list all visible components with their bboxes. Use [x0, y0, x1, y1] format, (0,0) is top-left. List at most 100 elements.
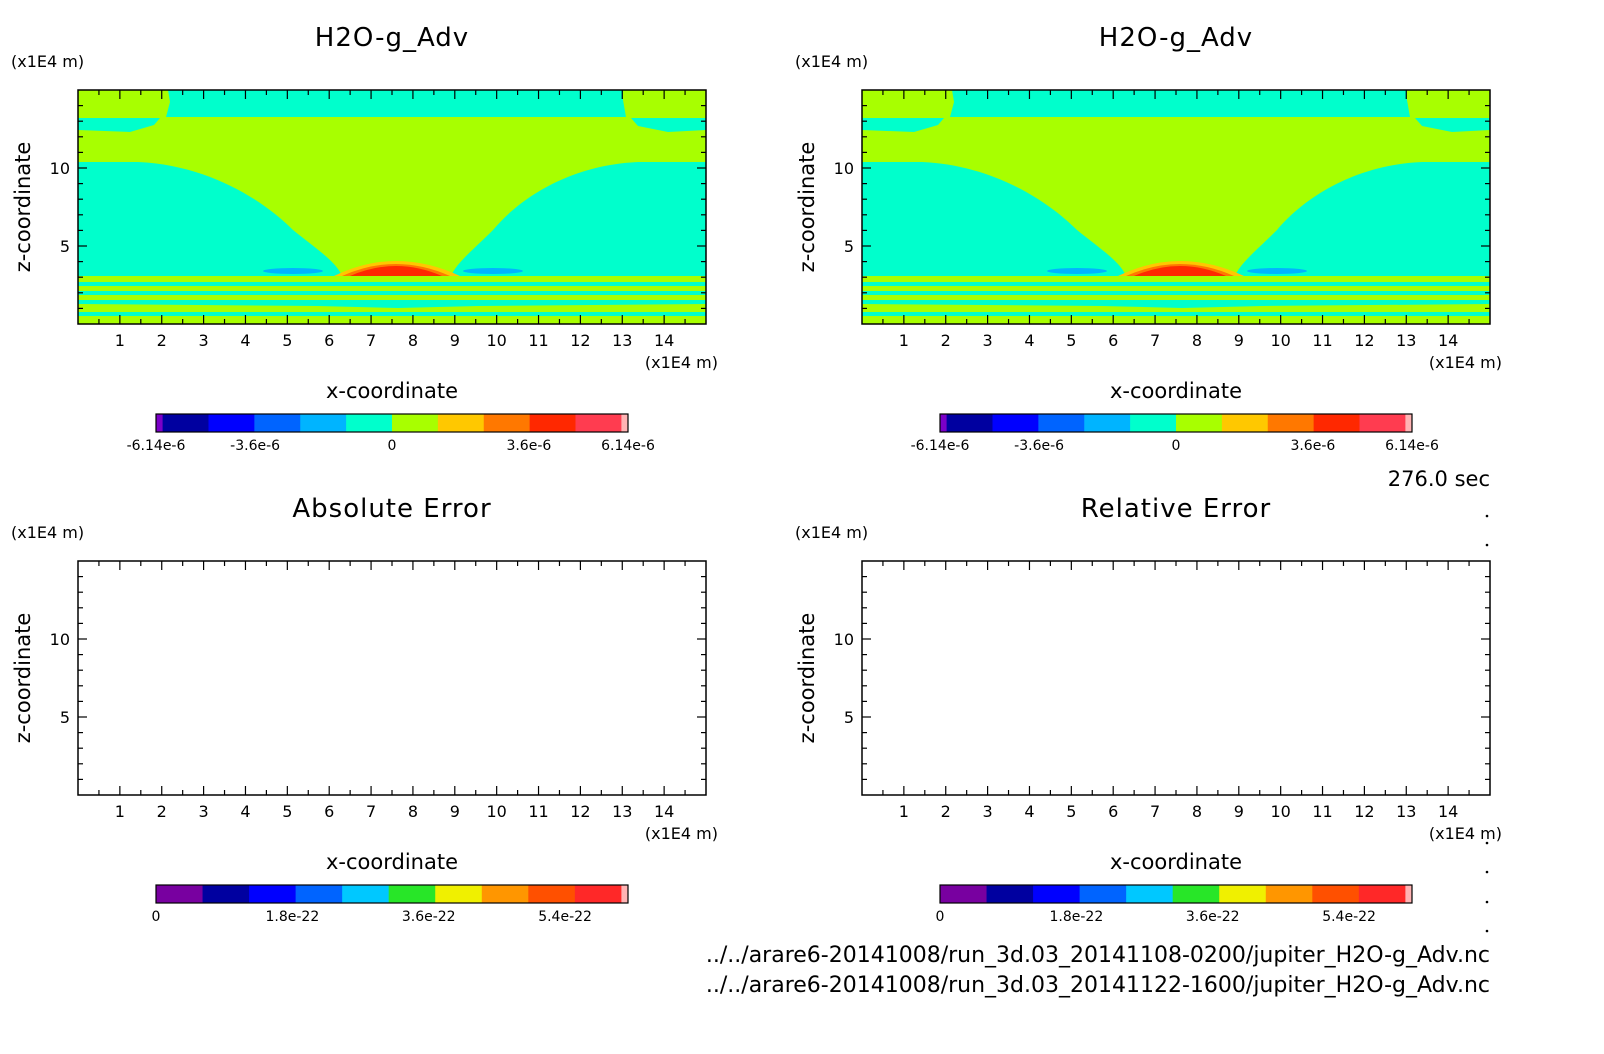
colorbar-swatch [208, 414, 255, 432]
x-tick-label: 9 [1234, 331, 1244, 350]
x-tick-label: 13 [1396, 331, 1416, 350]
colorbar-swatch [156, 414, 164, 432]
x-tick-label: 6 [324, 331, 334, 350]
colorbar-swatch [946, 414, 993, 432]
colorbar-swatch [992, 414, 1039, 432]
colorbar-swatch [1084, 414, 1131, 432]
colorbar-swatch [392, 414, 439, 432]
x-tick-label: 13 [612, 331, 632, 350]
x-tick-label: 4 [240, 331, 250, 350]
colorbar-swatch [621, 885, 629, 903]
z-axis-label: z-coordinate [795, 613, 819, 744]
x-tick-label: 3 [983, 802, 993, 821]
panel-title: Absolute Error [292, 494, 491, 524]
x-unit-label: (x1E4 m) [645, 353, 718, 372]
colorbar-label: 6.14e-6 [1385, 438, 1439, 454]
x-tick-label: 14 [654, 331, 674, 350]
colorbar-label: -6.14e-6 [911, 438, 970, 454]
x-tick-label: 12 [1354, 331, 1374, 350]
colorbar-label: 1.8e-22 [265, 909, 319, 925]
colorbar-label: 5.4e-22 [1322, 909, 1376, 925]
colorbar-swatch [254, 414, 301, 432]
x-axis-label: x-coordinate [326, 850, 458, 874]
x-tick-label: 3 [199, 331, 209, 350]
x-tick-label: 6 [1108, 802, 1118, 821]
x-tick-label: 2 [157, 331, 167, 350]
z-unit-label: (x1E4 m) [795, 523, 868, 542]
x-tick-label: 7 [1150, 331, 1160, 350]
z-tick-label: 5 [844, 708, 854, 727]
x-tick-label: 12 [1354, 802, 1374, 821]
colorbar-swatch [574, 885, 622, 903]
z-tick-label: 5 [60, 708, 70, 727]
colorbar-swatch [940, 414, 948, 432]
colorbar-label: 0 [152, 909, 161, 925]
colorbar-swatch [1359, 414, 1406, 432]
colorbar-swatch [388, 885, 436, 903]
colorbar-frame [939, 413, 1413, 433]
colorbar-label: 0 [936, 909, 945, 925]
z-tick-label: 10 [834, 159, 854, 178]
colorbar-swatch [575, 414, 622, 432]
colorbar-label: 3.6e-22 [402, 909, 456, 925]
colorbar: -6.14e-6 -3.6e-6 0 3.6e-6 6.14e-6 [127, 413, 655, 454]
colorbar-swatch [435, 885, 483, 903]
colorbar-swatch [300, 414, 347, 432]
colorbar: 0 1.8e-22 3.6e-22 5.4e-22 [936, 884, 1413, 925]
colorbar-swatch [162, 414, 209, 432]
x-tick-label: 11 [1312, 331, 1332, 350]
x-tick-label: 2 [941, 331, 951, 350]
x-tick-label: 3 [199, 802, 209, 821]
colorbar-swatch [1033, 885, 1081, 903]
colorbar-swatch [481, 885, 529, 903]
x-tick-label: 1 [899, 331, 909, 350]
colorbar-swatch [346, 414, 393, 432]
x-axis-label: x-coordinate [1110, 379, 1242, 403]
colorbar-swatch [621, 414, 629, 432]
colorbar-frame [155, 884, 629, 904]
x-tick-label: 7 [366, 331, 376, 350]
z-tick-label: 5 [844, 237, 854, 256]
x-tick-label: 2 [941, 802, 951, 821]
contour-field [78, 90, 706, 324]
x-tick-label: 5 [1066, 331, 1076, 350]
z-axis-label: z-coordinate [11, 613, 35, 744]
x-tick-label: 4 [1024, 331, 1034, 350]
x-unit-label: (x1E4 m) [645, 824, 718, 843]
colorbar-swatch [940, 885, 987, 903]
panel-2: H2O-g_Adv(x1E4 m)1 2 3 4 5 6 7 8 9 10 11 12 13 14510(… [795, 23, 1502, 454]
x-tick-label: 1 [115, 802, 125, 821]
colorbar-swatch [1405, 885, 1413, 903]
colorbar-swatch [1313, 414, 1360, 432]
x-tick-label: 6 [1108, 331, 1118, 350]
colorbar-label: 0 [388, 438, 397, 454]
colorbar-swatch [1267, 414, 1315, 432]
colorbar-label: 3.6e-6 [506, 438, 551, 454]
z-unit-label: (x1E4 m) [11, 523, 84, 542]
x-axis-label: x-coordinate [326, 379, 458, 403]
colorbar-swatch [1176, 414, 1223, 432]
x-tick-label: 10 [486, 331, 506, 350]
colorbar-swatch [1130, 414, 1177, 432]
x-tick-label: 7 [1150, 802, 1160, 821]
colorbar-label: -3.6e-6 [1014, 438, 1064, 454]
colorbar-swatch [529, 414, 576, 432]
colorbar-frame [939, 884, 1413, 904]
x-tick-label: 1 [899, 802, 909, 821]
x-tick-label: 13 [1396, 802, 1416, 821]
plot-frame [861, 560, 1491, 796]
x-tick-label: 5 [1066, 802, 1076, 821]
x-unit-label: (x1E4 m) [1429, 353, 1502, 372]
panel-title: Relative Error [1081, 494, 1272, 524]
x-tick-label: 4 [240, 802, 250, 821]
x-axis-label: x-coordinate [1110, 850, 1242, 874]
colorbar-label: 3.6e-6 [1290, 438, 1335, 454]
colorbar-swatch [1219, 885, 1267, 903]
colorbar-swatch [1312, 885, 1360, 903]
dotted-marker [1485, 514, 1489, 933]
x-tick-label: 5 [282, 331, 292, 350]
x-tick-label: 14 [1438, 331, 1458, 350]
x-tick-label: 12 [570, 802, 590, 821]
x-tick-label: 10 [1270, 331, 1290, 350]
